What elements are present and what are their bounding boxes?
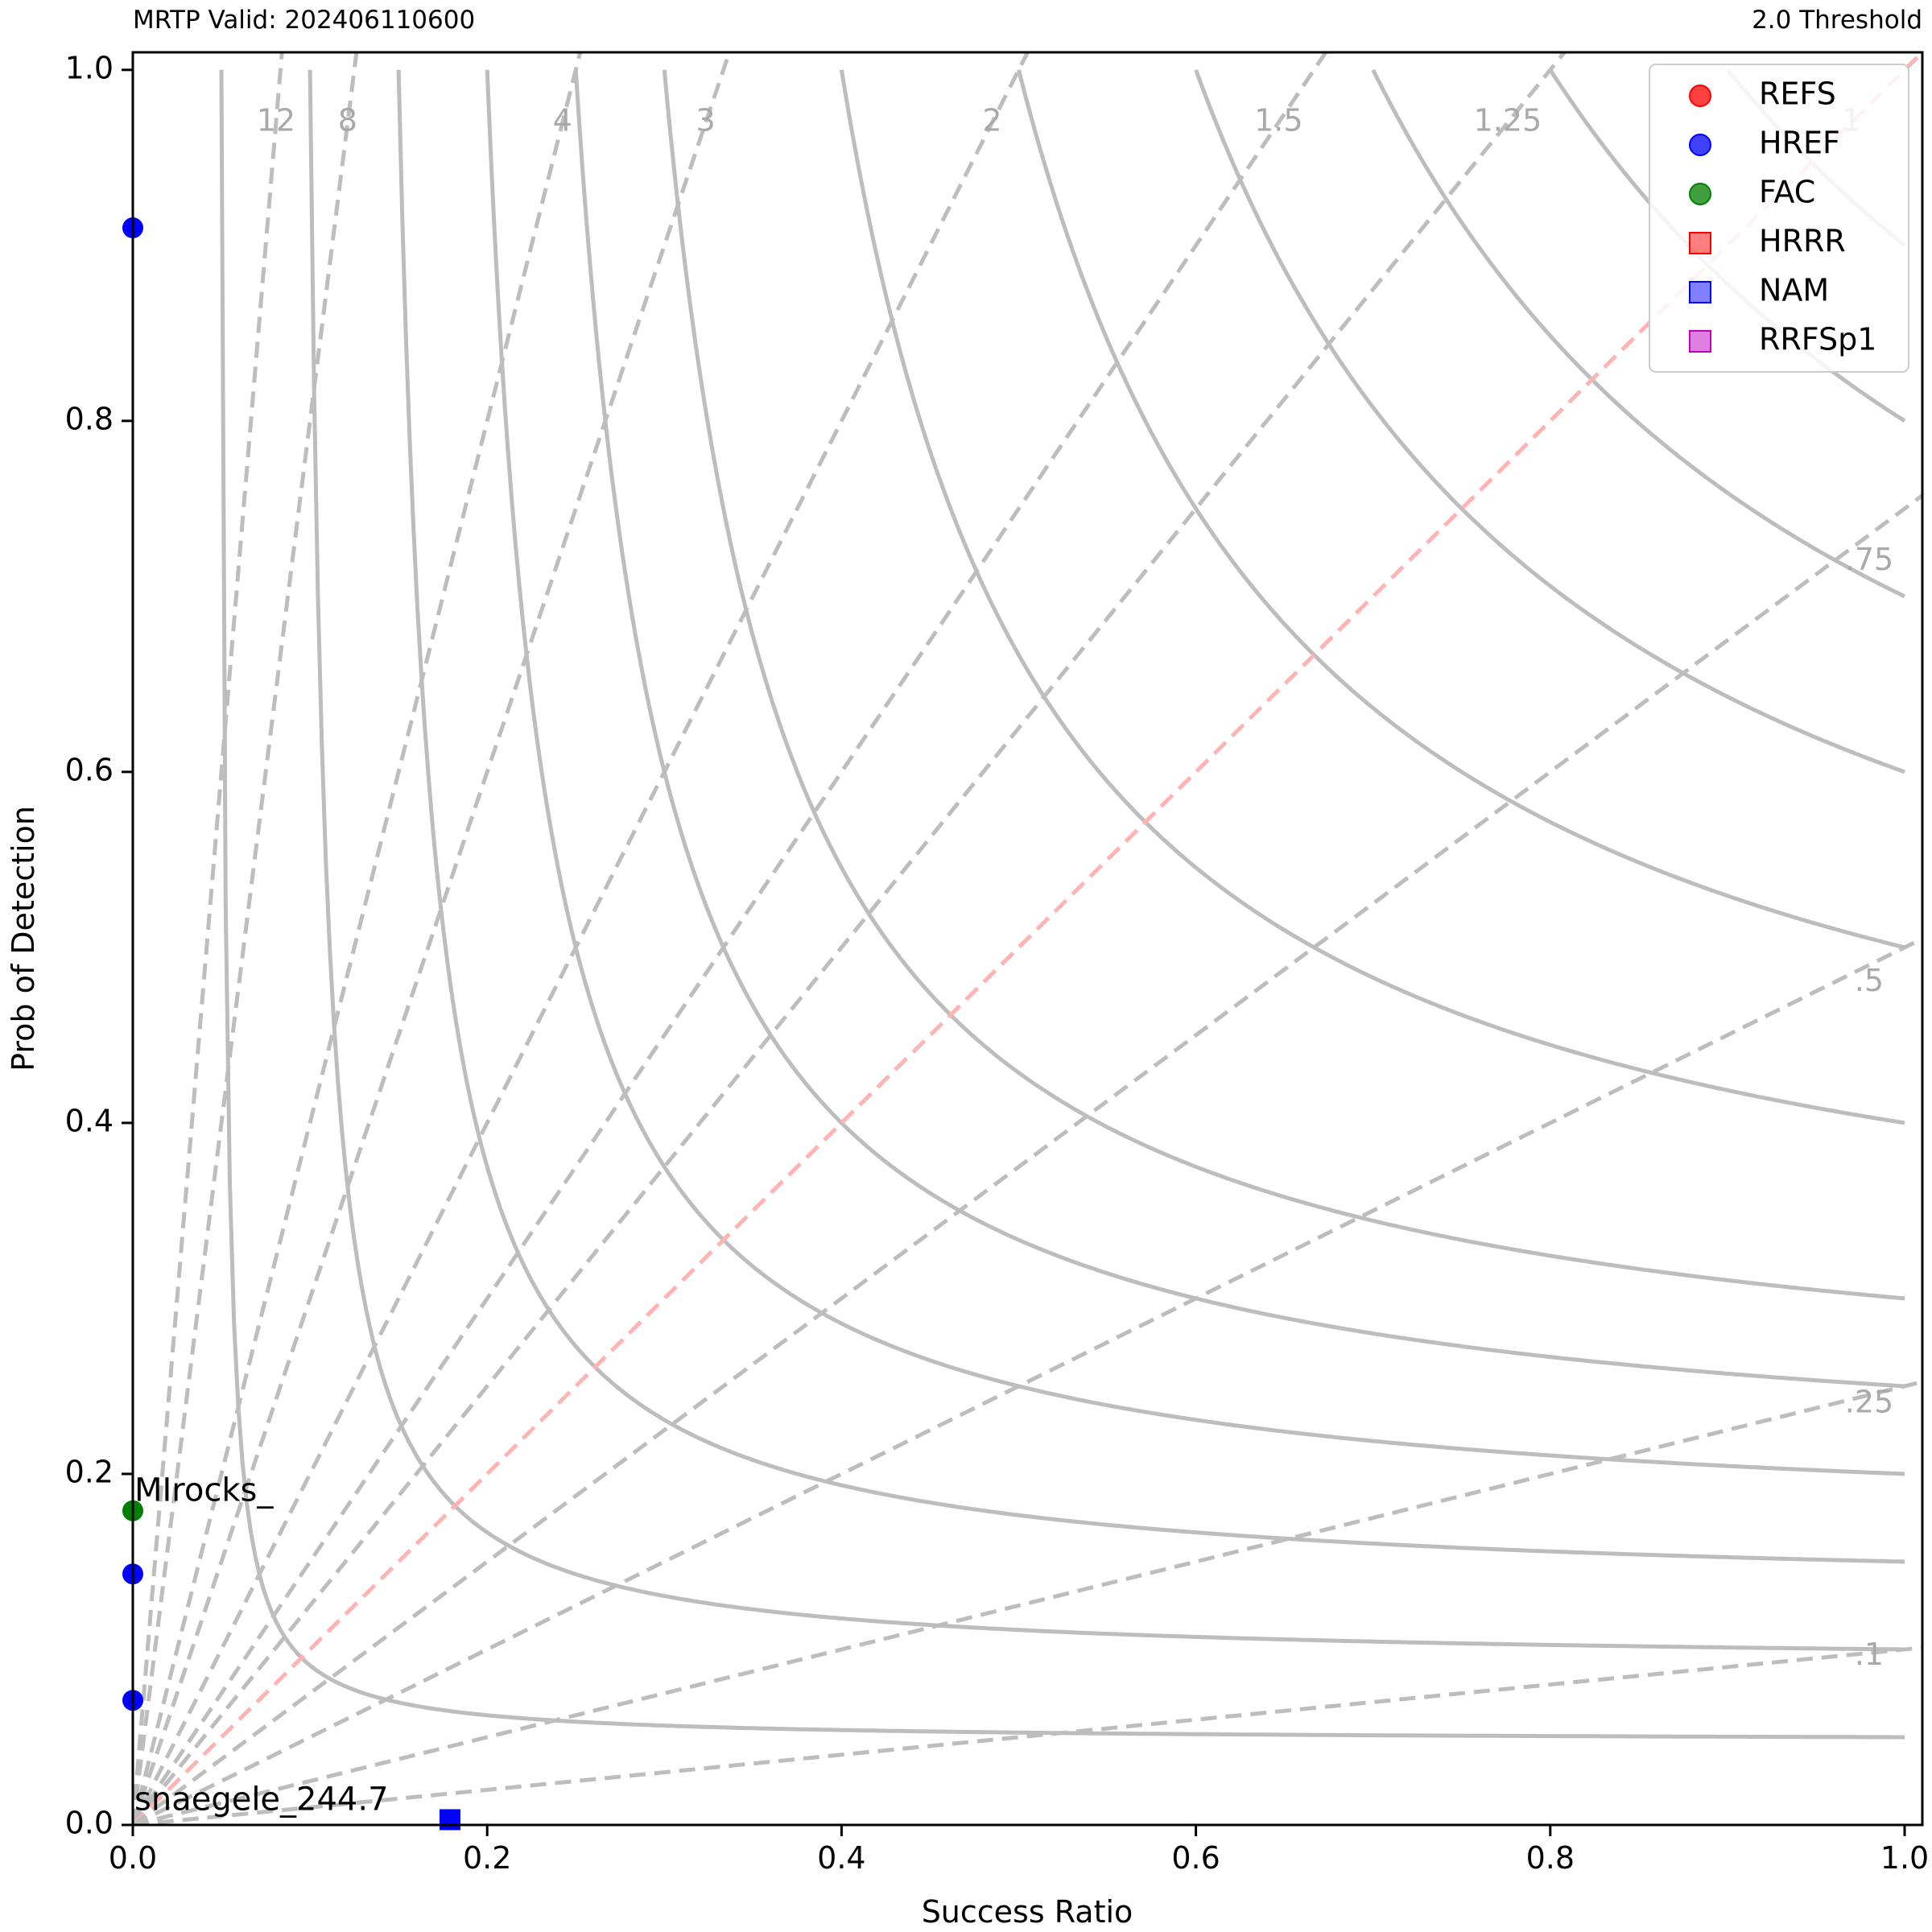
y-tick-label: 1.0 xyxy=(65,50,114,85)
csi-contour xyxy=(1371,68,1906,599)
legend: REFS HREF FAC HRRR NAM RRFSp1 xyxy=(1649,64,1909,373)
y-tick-label: 0.6 xyxy=(65,752,114,787)
bias-line xyxy=(133,52,732,1825)
threshold-label: 2.0 Threshold xyxy=(1752,6,1922,35)
y-axis-ticks: 0.0 0.2 0.4 0.6 0.8 1.0 xyxy=(65,50,133,1841)
bias-label: .1 xyxy=(1855,1637,1884,1672)
bias-label: 12 xyxy=(257,103,295,138)
csi-contour xyxy=(308,69,1905,1652)
bias-line xyxy=(133,52,284,1825)
x-tick-label: 0.8 xyxy=(1526,1840,1575,1876)
bias-label: .25 xyxy=(1845,1384,1893,1419)
legend-label-fac: FAC xyxy=(1759,175,1815,210)
legend-marker-nam xyxy=(1689,281,1711,303)
x-tick-label: 0.4 xyxy=(817,1840,865,1876)
legend-box xyxy=(1649,64,1909,373)
bias-line xyxy=(133,936,1922,1825)
bias-label: 3 xyxy=(696,103,716,138)
legend-label-nam: NAM xyxy=(1759,273,1829,308)
y-tick-label: 0.0 xyxy=(65,1806,114,1841)
csi-contour xyxy=(573,69,1905,1389)
bias-line xyxy=(133,52,1030,1825)
csi-contour xyxy=(1017,69,1905,950)
plot-frame xyxy=(131,51,1924,1827)
bias-lines xyxy=(133,52,1922,1825)
point-annotation: MIrocks_ xyxy=(134,1472,274,1509)
bias-line xyxy=(133,52,1922,1825)
bias-label: .5 xyxy=(1855,963,1884,998)
legend-marker-fac xyxy=(1689,183,1711,205)
legend-label-href: HREF xyxy=(1759,126,1840,161)
bias-label: 1.5 xyxy=(1254,103,1302,138)
bias-label: 8 xyxy=(338,103,357,138)
valid-time-label: MRTP Valid: 202406110600 xyxy=(133,6,475,35)
legend-marker-refs xyxy=(1689,85,1711,107)
x-tick-label: 0.6 xyxy=(1171,1840,1220,1876)
bias-label: 1.25 xyxy=(1474,103,1542,138)
legend-label-refs: REFS xyxy=(1759,76,1836,112)
y-tick-label: 0.2 xyxy=(65,1454,114,1489)
legend-marker-rrfsp1 xyxy=(1689,330,1711,353)
y-tick-label: 0.8 xyxy=(65,401,114,436)
x-tick-label: 0.2 xyxy=(463,1840,511,1876)
bias-label: .75 xyxy=(1845,542,1893,577)
x-tick-label: 1.0 xyxy=(1880,1840,1929,1876)
y-axis-label: Prob of Detection xyxy=(6,806,41,1071)
bias-line xyxy=(133,493,1922,1825)
bias-line xyxy=(133,1380,1922,1825)
bias-label: 2 xyxy=(982,103,1001,138)
x-axis-ticks: 0.0 0.2 0.4 0.6 0.8 1.0 xyxy=(109,1825,1929,1876)
y-tick-label: 0.4 xyxy=(65,1103,114,1138)
csi-contour xyxy=(1194,68,1905,774)
legend-label-rrfsp1: RRFSp1 xyxy=(1759,322,1876,357)
csi-contour xyxy=(396,69,1905,1564)
bias-line xyxy=(133,1645,1922,1825)
bias-label: 4 xyxy=(553,103,572,138)
x-axis-label: Success Ratio xyxy=(922,1894,1133,1930)
point-annotation: snaegele_244.7 xyxy=(134,1781,389,1818)
point-annotations: MIrocks_ snaegele_244.7 xyxy=(134,1472,389,1818)
csi-contour xyxy=(662,69,1905,1301)
legend-label-hrrr: HRRR xyxy=(1759,224,1846,259)
legend-marker-hrrr xyxy=(1689,232,1711,254)
csi-contour xyxy=(839,69,1905,1125)
x-tick-label: 0.0 xyxy=(109,1840,157,1876)
bias-line xyxy=(133,52,1328,1825)
data-point-nam xyxy=(439,1809,460,1831)
bias-line xyxy=(133,52,583,1825)
legend-marker-href xyxy=(1689,134,1711,156)
bias-line xyxy=(133,52,1567,1825)
